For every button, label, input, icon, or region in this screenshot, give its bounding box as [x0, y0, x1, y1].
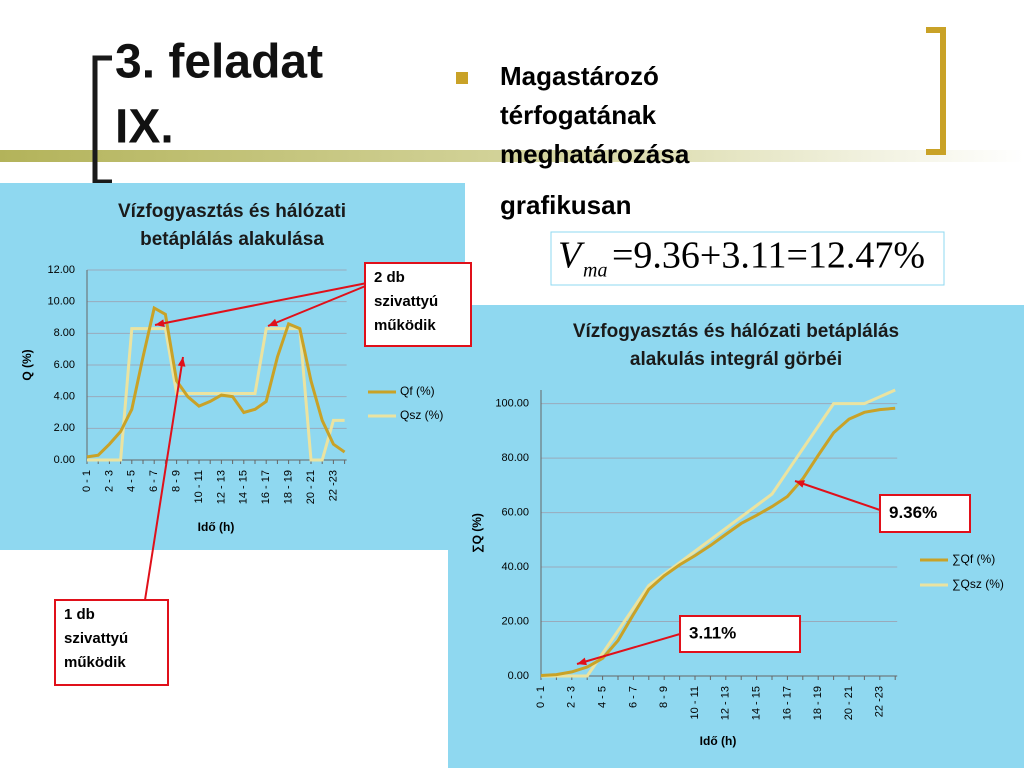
- y-tick-label: 10.00: [47, 296, 75, 308]
- annotation-arrowhead: [155, 319, 165, 328]
- annotation-text: működik: [374, 317, 436, 334]
- y-tick-label: 0.00: [508, 670, 529, 682]
- bracket-right: [926, 27, 946, 155]
- annotation-box: [879, 494, 971, 533]
- x-tick-label: 22 -23: [874, 686, 886, 717]
- y-tick-label: 60.00: [501, 506, 529, 518]
- x-tick-label: 6 - 7: [148, 470, 160, 492]
- bullet-text: grafikusan: [500, 190, 632, 220]
- x-tick-label: 18 - 19: [283, 470, 295, 504]
- y-tick-label: 6.00: [54, 359, 75, 371]
- x-tick-label: 10 - 11: [689, 686, 701, 719]
- x-tick-label: 18 - 19: [812, 686, 824, 720]
- bullet-text: Magastározó: [500, 61, 659, 91]
- formula-variable: V: [558, 235, 585, 277]
- chart-title: betáplálás alakulása: [140, 229, 324, 250]
- x-tick-label: 12 - 13: [215, 470, 227, 504]
- chart-title: Vízfogyasztás és hálózati betáplálás: [573, 321, 899, 342]
- annotation-text: működik: [64, 654, 126, 671]
- annotation-box: [364, 262, 472, 347]
- y-tick-label: 20.00: [501, 615, 529, 627]
- y-tick-label: 100.00: [495, 398, 529, 410]
- formula-subscript: ma: [583, 260, 607, 282]
- annotation-arrow: [154, 282, 368, 326]
- legend-label: ∑Qsz (%): [952, 577, 1004, 591]
- y-tick-label: 2.00: [54, 422, 75, 434]
- x-tick-label: 6 - 7: [627, 686, 639, 708]
- annotation-text: 2 db: [374, 269, 405, 286]
- annotation-arrowhead: [795, 480, 805, 488]
- legend-label: Qf (%): [400, 384, 435, 398]
- y-tick-label: 8.00: [54, 327, 75, 339]
- x-tick-label: 10 - 11: [193, 470, 205, 503]
- annotation-arrow: [267, 284, 369, 327]
- x-tick-label: 8 - 9: [171, 470, 183, 492]
- decor-band: [0, 150, 1024, 162]
- x-tick-label: 8 - 9: [658, 686, 670, 708]
- y-tick-label: 40.00: [501, 561, 529, 573]
- x-tick-label: 2 - 3: [566, 686, 578, 708]
- annotation-arrow: [576, 633, 681, 665]
- y-axis-label: ∑Q (%): [470, 513, 484, 553]
- chart-title: alakulás integrál görbéi: [630, 349, 842, 370]
- series-line: [540, 406, 896, 677]
- annotation-text: szivattyú: [64, 630, 128, 647]
- bracket-left: [92, 55, 112, 185]
- y-tick-label: 80.00: [501, 452, 529, 464]
- chart-background: [0, 183, 465, 550]
- formula-box: [550, 231, 945, 286]
- x-tick-label: 4 - 5: [126, 470, 138, 492]
- x-tick-label: 0 - 1: [535, 686, 547, 708]
- series-line: [86, 305, 346, 459]
- annotation-arrow: [144, 356, 184, 601]
- annotation-arrowhead: [177, 357, 186, 367]
- x-tick-label: 22 -23: [327, 470, 339, 501]
- x-axis-label: Idő (h): [198, 520, 235, 534]
- x-tick-label: 4 - 5: [597, 686, 609, 708]
- x-tick-label: 20 - 21: [843, 686, 855, 720]
- x-tick-label: 12 - 13: [720, 686, 732, 720]
- formula-expression: =9.36+3.11=12.47%: [612, 235, 925, 277]
- annotation-text: 1 db: [64, 606, 95, 623]
- annotation-arrow: [794, 480, 881, 511]
- slide-title: IX.: [115, 101, 174, 154]
- x-tick-label: 20 - 21: [305, 470, 317, 504]
- bullet-text: meghatározása: [500, 139, 690, 169]
- x-tick-label: 14 - 15: [751, 686, 763, 720]
- bullet-text: térfogatának: [500, 100, 657, 130]
- annotation-box: [54, 599, 169, 686]
- annotation-text: szivattyú: [374, 293, 438, 310]
- x-tick-label: 16 - 17: [260, 470, 272, 504]
- annotation-text: 3.11%: [689, 623, 736, 642]
- annotation-arrowhead: [577, 657, 587, 666]
- chart-title: Vízfogyasztás és hálózati: [118, 201, 346, 222]
- legend-label: Qsz (%): [400, 408, 443, 422]
- annotation-box: [679, 615, 801, 653]
- annotation-text: 9.36%: [889, 503, 937, 522]
- y-axis-label: Q (%): [20, 349, 34, 380]
- x-tick-label: 16 - 17: [781, 686, 793, 720]
- x-tick-label: 14 - 15: [238, 470, 250, 504]
- y-tick-label: 4.00: [54, 391, 75, 403]
- chart-background: [448, 305, 1024, 768]
- bullet: [456, 72, 468, 84]
- legend-label: ∑Qf (%): [952, 552, 995, 566]
- x-tick-label: 0 - 1: [81, 470, 93, 492]
- slide-title: 3. feladat: [115, 36, 323, 89]
- y-tick-label: 0.00: [54, 454, 75, 466]
- x-tick-label: 2 - 3: [103, 470, 115, 492]
- x-axis-label: Idő (h): [700, 734, 737, 748]
- series-line: [87, 327, 345, 462]
- y-tick-label: 12.00: [47, 264, 75, 276]
- annotation-arrowhead: [268, 318, 278, 327]
